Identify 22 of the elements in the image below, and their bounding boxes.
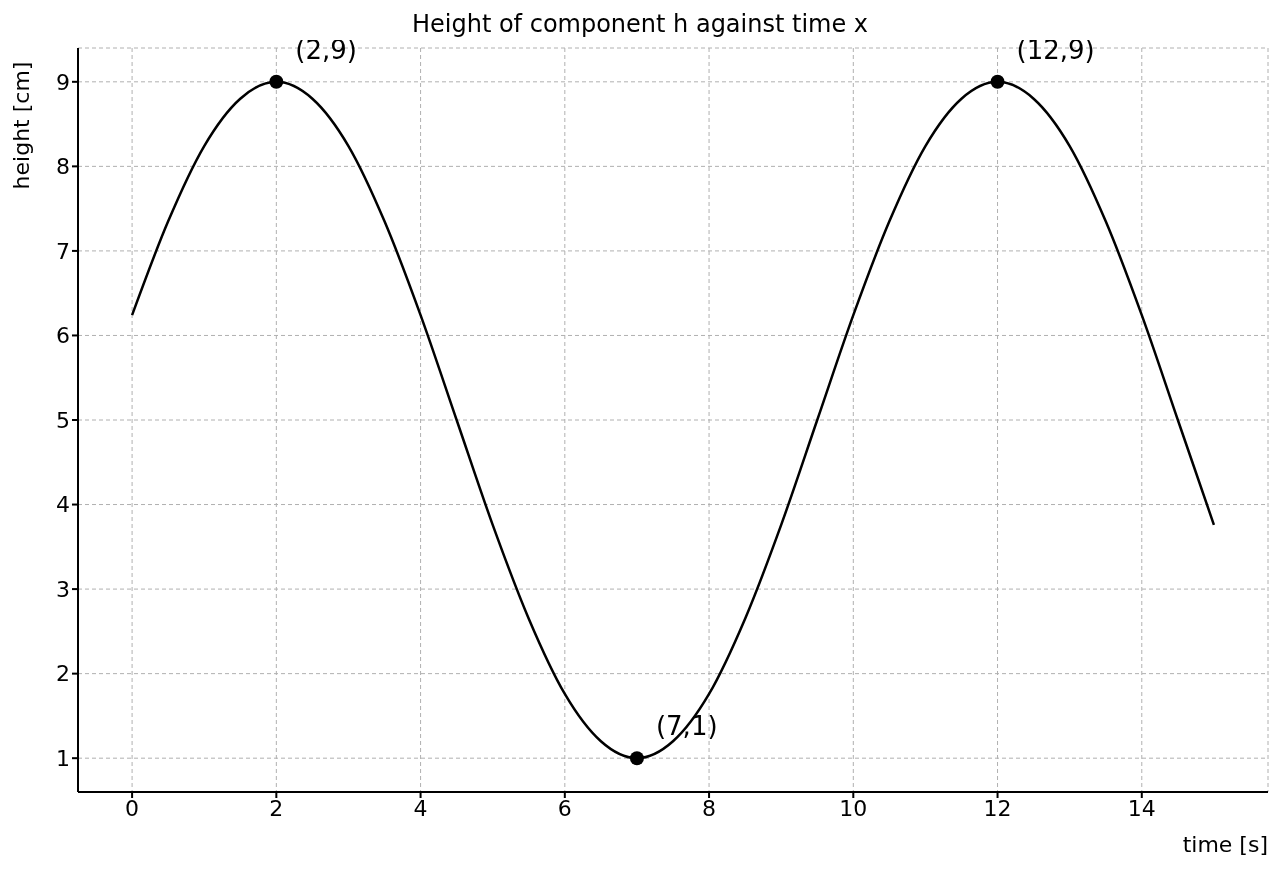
x-tick-label: 10 — [839, 795, 868, 821]
y-axis-title: height [cm] — [9, 61, 35, 189]
x-tick-label: 14 — [1127, 795, 1156, 821]
x-axis-title: time [s] — [1182, 832, 1268, 857]
x-tick-label: 4 — [413, 795, 428, 821]
x-tick-label: 12 — [983, 795, 1012, 821]
y-tick-label: 3 — [56, 576, 70, 602]
y-tick-label: 2 — [56, 661, 70, 687]
y-tick-label: 7 — [56, 238, 70, 264]
x-tick-label: 8 — [702, 795, 717, 821]
y-tick-label: 8 — [56, 154, 70, 180]
y-tick-label: 5 — [56, 407, 70, 433]
y-tick-label: 6 — [56, 323, 70, 349]
y-tick-label: 9 — [56, 69, 70, 95]
x-tick-label: 2 — [269, 795, 284, 821]
y-tick-label: 1 — [56, 745, 70, 771]
annotation: (12,9) — [1016, 35, 1095, 66]
y-tick-label: 4 — [56, 492, 70, 518]
x-tick-label: 6 — [557, 795, 572, 821]
annotation: (2,9) — [295, 35, 357, 66]
chart-title: Height of component h against time x — [411, 10, 869, 38]
x-tick-label: 0 — [125, 795, 140, 821]
